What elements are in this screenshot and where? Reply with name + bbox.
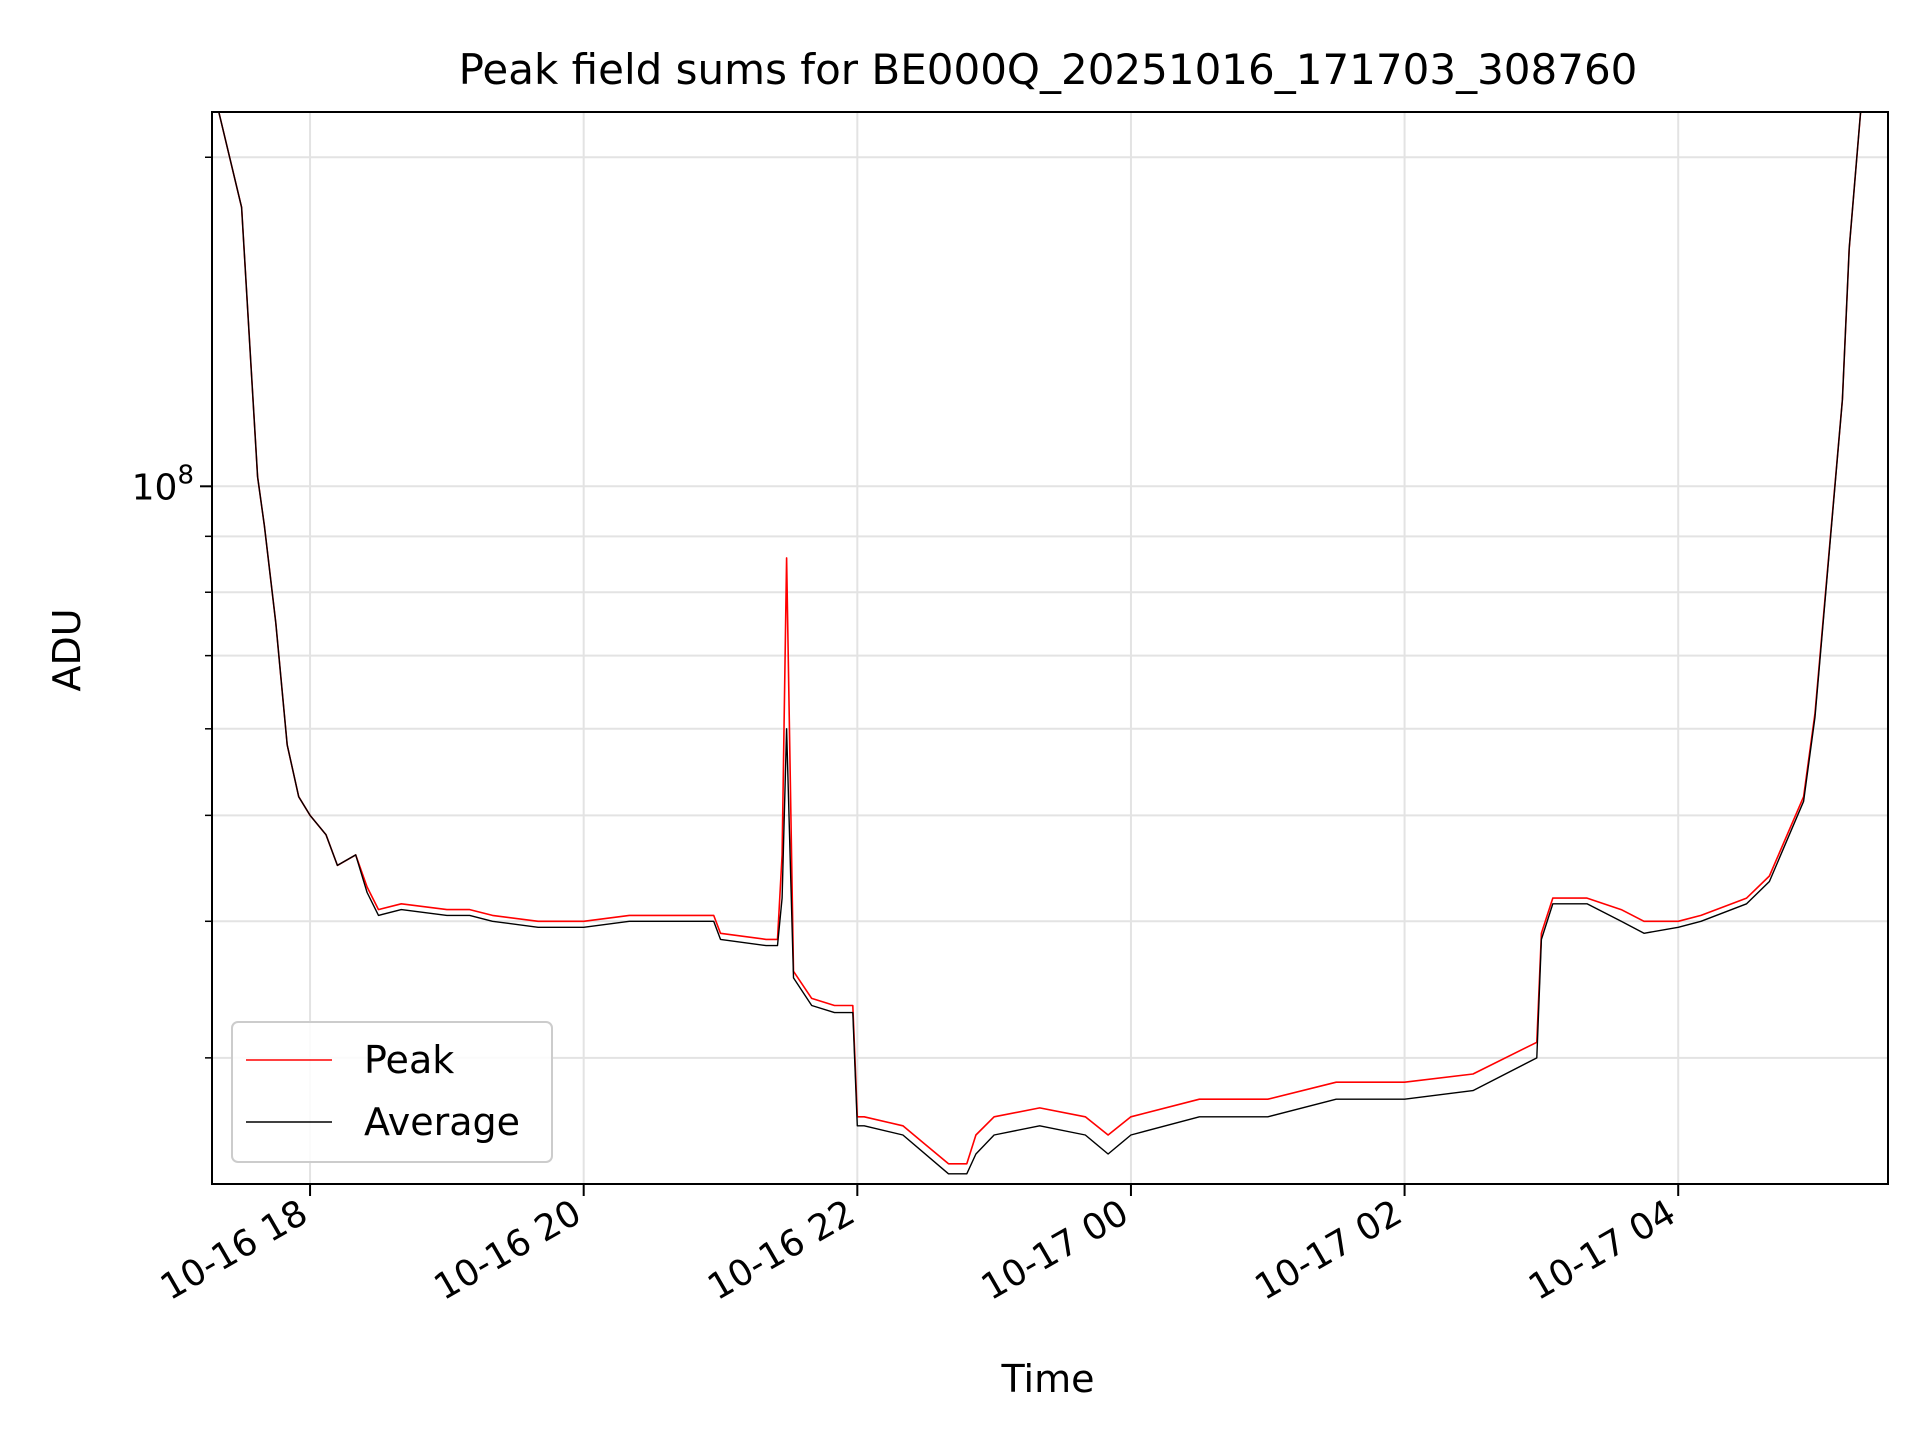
legend-label-peak: Peak: [364, 1038, 454, 1082]
y-axis: 108: [132, 156, 212, 1059]
legend-label-average: Average: [364, 1100, 520, 1144]
legend-box: [231, 1021, 553, 1163]
y-axis-label: ADU: [45, 608, 89, 691]
legend: Peak Average: [231, 1021, 553, 1163]
plot-area: [218, 112, 1862, 1175]
x-axis-label: Time: [1001, 1357, 1095, 1401]
chart-title: Peak field sums for BE000Q_20251016_1717…: [459, 45, 1638, 94]
series-line-average: [218, 112, 1862, 1175]
y-tick-label: 108: [132, 460, 194, 508]
axes-frame: [211, 111, 1889, 1185]
